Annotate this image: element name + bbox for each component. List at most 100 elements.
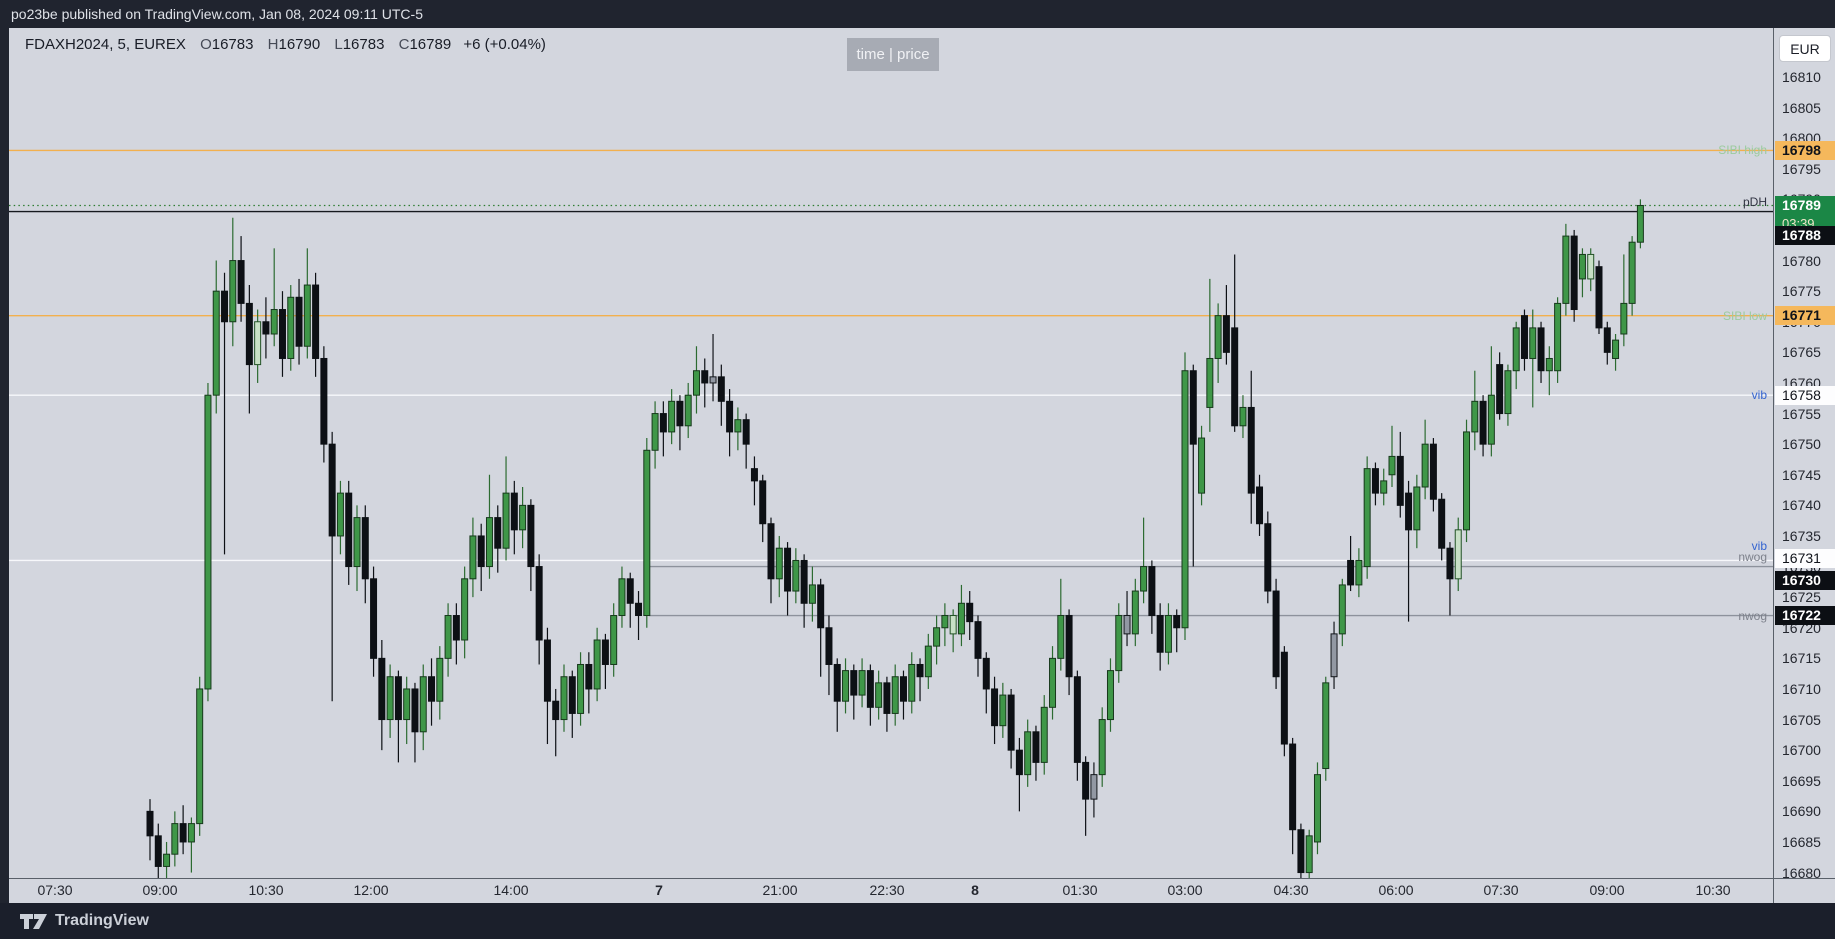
candle-136 — [1272, 578, 1280, 689]
candle-22 — [328, 431, 336, 702]
candle-16 — [278, 291, 286, 377]
price-tick-16795: 16795 — [1782, 160, 1821, 177]
time-tick-7: 7 — [655, 882, 663, 898]
candle-39 — [469, 517, 477, 598]
candle-138 — [1289, 737, 1297, 855]
candle-15 — [270, 248, 278, 347]
candle-96 — [941, 603, 949, 647]
candle-36 — [444, 603, 452, 677]
level-label-nwog: nwog — [1738, 549, 1767, 564]
candle-51 — [568, 670, 576, 738]
candle-113 — [1082, 756, 1090, 836]
symbol-ohlc-header[interactable]: FDAXH2024, 5, EUREX O16783 H16790 L16783… — [25, 36, 546, 53]
candle-67 — [701, 358, 709, 408]
candle-38 — [461, 566, 469, 659]
candle-162 — [1487, 346, 1495, 457]
candle-157 — [1446, 542, 1454, 616]
candle-18 — [295, 278, 303, 365]
candle-14 — [262, 297, 270, 359]
candle-76 — [775, 535, 783, 598]
candle-132 — [1239, 395, 1247, 439]
level-label-SIBI-low: SIBI low — [1722, 308, 1767, 323]
candle-161 — [1479, 395, 1487, 457]
candle-42 — [494, 505, 502, 573]
candle-128 — [1206, 278, 1214, 432]
candle-174 — [1587, 248, 1595, 292]
candle-47 — [535, 554, 543, 665]
candle-158 — [1454, 517, 1462, 592]
candle-84 — [842, 658, 850, 714]
candle-175 — [1595, 260, 1603, 334]
candle-12 — [245, 285, 253, 414]
candle-144 — [1338, 578, 1346, 647]
candle-104 — [1007, 688, 1015, 769]
price-tick-16710: 16710 — [1782, 680, 1821, 697]
candle-35 — [436, 646, 444, 720]
candle-57 — [618, 566, 626, 628]
candle-159 — [1463, 419, 1471, 543]
candle-87 — [866, 664, 874, 726]
tradingview-logo-icon[interactable] — [20, 913, 47, 930]
candle-71 — [734, 407, 742, 451]
candle-143 — [1330, 621, 1338, 689]
candle-32 — [411, 682, 419, 763]
candle-131 — [1231, 254, 1239, 432]
currency-button[interactable]: EUR — [1779, 35, 1831, 62]
time-tick-1030: 10:30 — [1695, 882, 1731, 898]
candle-37 — [452, 603, 460, 665]
candle-73 — [750, 456, 758, 506]
candle-56 — [610, 603, 618, 677]
candle-43 — [502, 456, 510, 561]
time-tick-0430: 04:30 — [1273, 882, 1309, 898]
price-tick-16680: 16680 — [1782, 864, 1821, 881]
candle-150 — [1388, 425, 1396, 487]
candle-153 — [1413, 474, 1421, 549]
candle-163 — [1496, 352, 1504, 420]
candle-127 — [1198, 425, 1206, 506]
candle-5 — [187, 817, 195, 873]
candle-168 — [1537, 321, 1545, 383]
time-price-label: time | price — [856, 46, 930, 63]
candle-178 — [1620, 254, 1628, 347]
candle-64 — [676, 395, 684, 451]
candle-80 — [808, 566, 816, 622]
candle-118 — [1123, 591, 1131, 647]
high-label: H — [267, 36, 279, 53]
price-tick-16740: 16740 — [1782, 497, 1821, 514]
candle-8 — [212, 260, 220, 414]
price-badge-16758: 16758 — [1775, 385, 1835, 405]
candle-88 — [875, 670, 883, 720]
time-axis[interactable]: 07:30 09:00 10:30 12:00 14:00 7 21:00 22:30 8 01:… — [9, 878, 1773, 903]
candle-122 — [1156, 603, 1164, 671]
candle-89 — [883, 676, 891, 732]
tradingview-footer-bar: TradingView — [0, 903, 1835, 939]
price-axis[interactable]: EUR 168101680516800167951679016785167801… — [1773, 28, 1835, 881]
candle-78 — [792, 548, 800, 604]
candle-27 — [370, 566, 378, 677]
candle-152 — [1405, 480, 1413, 622]
price-tick-16715: 16715 — [1782, 650, 1821, 667]
time-tick-8: 8 — [971, 882, 979, 898]
price-badge-16798: 16798 — [1775, 140, 1835, 160]
tradingview-brand-link[interactable]: TradingView — [55, 912, 149, 929]
candle-59 — [635, 591, 643, 640]
candle-29 — [386, 664, 394, 738]
price-tick-16755: 16755 — [1782, 405, 1821, 422]
candle-74 — [759, 474, 767, 543]
candle-130 — [1222, 285, 1230, 365]
candle-109 — [1049, 646, 1057, 720]
candle-19 — [303, 248, 311, 359]
candle-119 — [1131, 578, 1139, 647]
candlestick-chart-pane[interactable]: FDAXH2024, 5, EUREX O16783 H16790 L16783… — [9, 28, 1773, 878]
candle-1 — [154, 823, 162, 878]
candle-100 — [974, 615, 982, 677]
candle-10 — [229, 217, 237, 347]
frame-left-border — [0, 28, 9, 903]
publish-info-bar: po23be published on TradingView.com, Jan… — [0, 0, 1835, 28]
candle-137 — [1280, 646, 1288, 757]
symbol-title[interactable]: FDAXH2024, 5, EUREX — [25, 36, 186, 53]
candle-94 — [924, 633, 932, 689]
candle-77 — [784, 542, 792, 616]
time-tick-1400: 14:00 — [493, 882, 529, 898]
candle-54 — [593, 627, 601, 702]
